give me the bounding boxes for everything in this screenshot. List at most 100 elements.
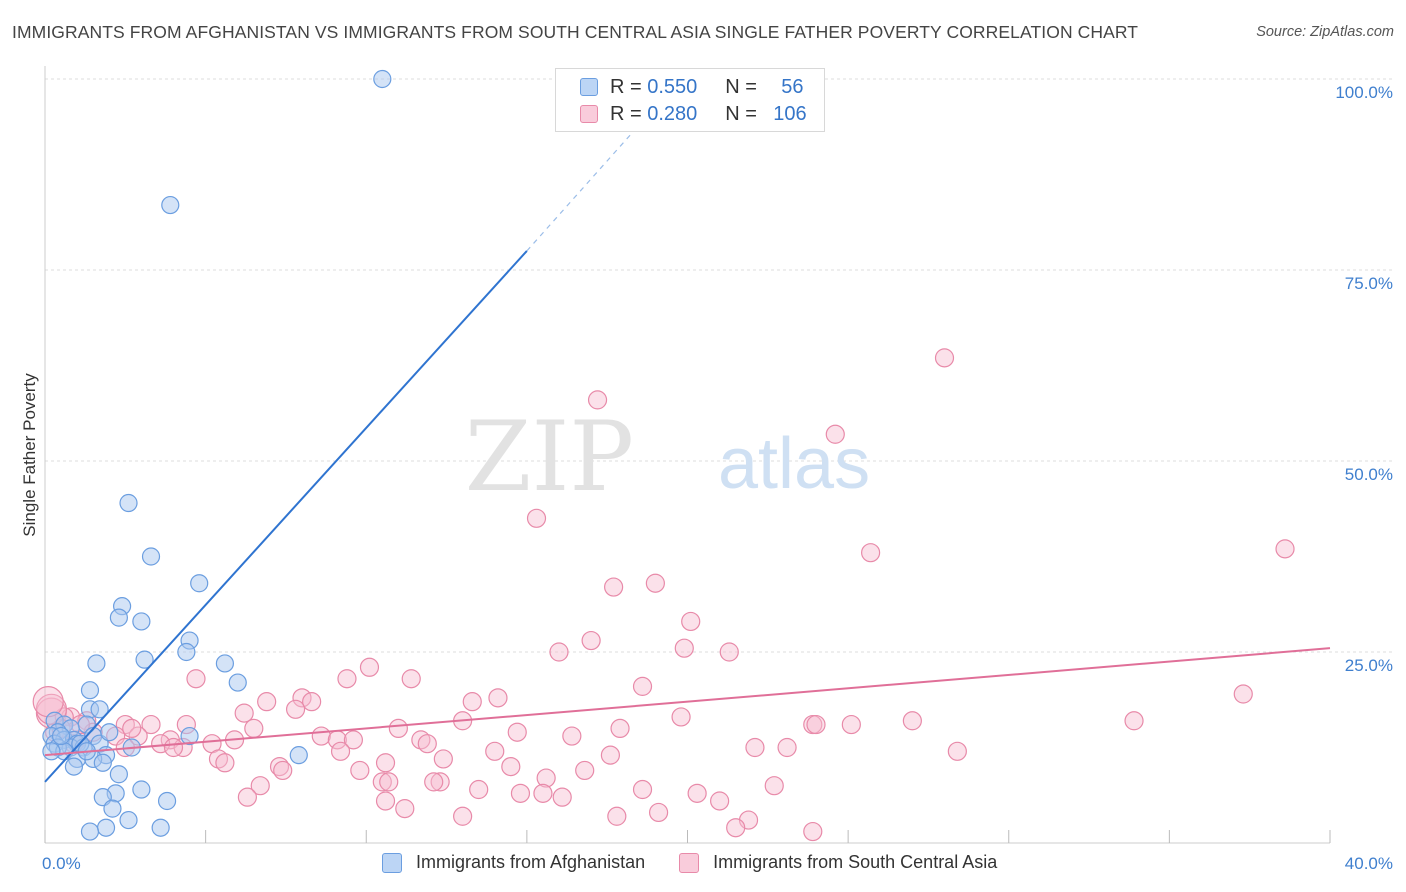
point-south-central-asia bbox=[430, 772, 450, 792]
point-south-central-asia bbox=[388, 718, 408, 739]
point-afghanistan bbox=[151, 818, 170, 837]
point-afghanistan bbox=[157, 791, 177, 811]
point-south-central-asia bbox=[648, 802, 669, 823]
point-south-central-asia bbox=[343, 730, 363, 750]
point-south-central-asia bbox=[433, 749, 453, 769]
point-south-central-asia bbox=[719, 642, 739, 662]
tick-labels: 25.0% 50.0% 75.0% 100.0% 0.0% 40.0% bbox=[42, 83, 1393, 873]
point-south-central-asia bbox=[372, 772, 392, 792]
point-afghanistan bbox=[90, 700, 109, 719]
x-tick-label: 40.0% bbox=[1345, 854, 1393, 873]
point-south-central-asia bbox=[934, 348, 955, 368]
legend-r-label: R = bbox=[610, 102, 648, 125]
legend-r-value: 0.550 bbox=[647, 75, 698, 98]
point-south-central-asia bbox=[350, 760, 370, 781]
point-afghanistan bbox=[180, 726, 199, 746]
point-south-central-asia bbox=[32, 686, 64, 718]
point-afghanistan bbox=[161, 195, 180, 215]
point-south-central-asia bbox=[311, 726, 331, 746]
legend-series: Immigrants from Afghanistan Immigrants f… bbox=[382, 852, 1031, 873]
point-south-central-asia bbox=[552, 787, 572, 807]
y-axis-label: Single Father Poverty bbox=[20, 373, 39, 537]
point-afghanistan bbox=[87, 654, 106, 673]
point-south-central-asia bbox=[671, 707, 691, 727]
point-afghanistan bbox=[190, 574, 209, 593]
point-south-central-asia bbox=[292, 688, 312, 708]
point-south-central-asia bbox=[395, 799, 415, 819]
point-afghanistan bbox=[119, 810, 138, 830]
point-south-central-asia bbox=[1124, 711, 1144, 731]
zipatlas-watermark: ZIP atlas bbox=[465, 401, 870, 513]
point-south-central-asia bbox=[674, 638, 694, 658]
trend-line-south-central-asia bbox=[44, 647, 1331, 757]
point-afghanistan bbox=[289, 746, 308, 765]
point-afghanistan bbox=[177, 642, 196, 662]
point-south-central-asia bbox=[215, 753, 235, 773]
point-south-central-asia bbox=[257, 692, 277, 712]
source-credit: Source: ZipAtlas.com bbox=[1256, 24, 1394, 40]
legend-label-afghanistan: Immigrants from Afghanistan bbox=[416, 852, 646, 872]
point-afghanistan bbox=[64, 757, 84, 776]
point-south-central-asia bbox=[302, 692, 322, 712]
legend-r-value: 0.280 bbox=[647, 102, 698, 125]
point-south-central-asia bbox=[379, 772, 399, 792]
point-south-central-asia bbox=[575, 760, 595, 781]
point-south-central-asia bbox=[488, 688, 508, 708]
point-afghanistan bbox=[51, 726, 71, 746]
grid-lines bbox=[45, 78, 1395, 653]
point-afghanistan bbox=[141, 547, 161, 566]
point-south-central-asia bbox=[250, 776, 270, 796]
point-south-central-asia bbox=[681, 611, 701, 632]
point-south-central-asia bbox=[632, 779, 653, 800]
point-afghanistan bbox=[103, 799, 122, 818]
point-south-central-asia bbox=[469, 779, 489, 800]
point-south-central-asia bbox=[375, 791, 396, 811]
point-afghanistan bbox=[135, 650, 154, 669]
point-south-central-asia bbox=[526, 508, 547, 528]
point-south-central-asia bbox=[710, 791, 730, 811]
point-south-central-asia bbox=[841, 714, 861, 735]
point-south-central-asia bbox=[285, 699, 306, 719]
point-south-central-asia bbox=[1233, 684, 1253, 704]
axes bbox=[44, 66, 1331, 844]
legend-swatch-afghanistan bbox=[382, 852, 402, 873]
legend-n-value: 106 bbox=[773, 102, 807, 125]
point-south-central-asia bbox=[507, 722, 527, 742]
point-afghanistan bbox=[132, 780, 151, 799]
point-south-central-asia bbox=[244, 718, 264, 739]
legend-item-south-central-asia[interactable]: Immigrants from South Central Asia bbox=[679, 852, 997, 873]
point-south-central-asia bbox=[825, 424, 845, 444]
point-south-central-asia bbox=[485, 741, 505, 761]
trend-lines bbox=[44, 124, 1331, 783]
series-south-central-asia-points bbox=[32, 348, 1295, 842]
point-afghanistan bbox=[109, 765, 128, 784]
point-south-central-asia bbox=[1275, 539, 1295, 559]
legend-n-label: N = bbox=[725, 75, 763, 98]
point-south-central-asia bbox=[947, 741, 967, 761]
point-south-central-asia bbox=[510, 783, 531, 803]
point-south-central-asia bbox=[375, 753, 396, 773]
point-afghanistan bbox=[132, 612, 151, 631]
point-south-central-asia bbox=[803, 821, 823, 842]
point-south-central-asia bbox=[337, 669, 357, 689]
legend-swatch-afghanistan bbox=[580, 78, 598, 96]
y-tick-label: 100.0% bbox=[1335, 83, 1393, 102]
watermark-zip: ZIP bbox=[465, 401, 634, 513]
point-south-central-asia bbox=[237, 787, 257, 807]
point-south-central-asia bbox=[151, 734, 171, 754]
legend-item-afghanistan[interactable]: Immigrants from Afghanistan bbox=[382, 852, 645, 873]
point-south-central-asia bbox=[501, 756, 521, 777]
point-south-central-asia bbox=[424, 772, 444, 792]
point-south-central-asia bbox=[806, 714, 826, 735]
point-south-central-asia bbox=[610, 718, 630, 739]
point-south-central-asia bbox=[401, 669, 421, 689]
point-south-central-asia bbox=[581, 630, 601, 651]
point-south-central-asia bbox=[726, 818, 746, 838]
point-south-central-asia bbox=[549, 642, 569, 662]
point-afghanistan bbox=[373, 69, 392, 89]
trend-line-afghanistan bbox=[44, 250, 528, 783]
legend-stats-row-south-central-asia: R = 0.280 N = 106 bbox=[580, 102, 807, 126]
point-south-central-asia bbox=[745, 737, 765, 758]
legend-n-label: N = bbox=[725, 102, 763, 125]
